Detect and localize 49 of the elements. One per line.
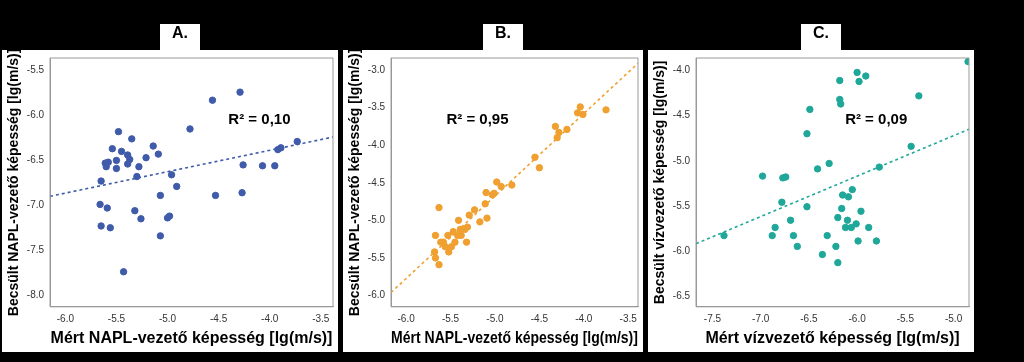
chart-title: B. xyxy=(483,24,523,50)
x-tick-label: -4.0 xyxy=(261,312,279,324)
y-tick-label: -5.5 xyxy=(26,64,45,76)
y-tick-label: -3.5 xyxy=(367,101,386,113)
x-axis-title: Mért NAPL-vezető képesség [lg(m/s)] xyxy=(50,328,333,346)
x-tick-label: -6.5 xyxy=(800,312,818,324)
x-tick-label: -5.5 xyxy=(107,312,126,324)
x-tick-label: -3.5 xyxy=(312,312,330,324)
annotation: R² = 0,10 xyxy=(228,110,291,128)
x-tick-label: -6.0 xyxy=(848,312,867,324)
x-axis-title: Mért NAPL-vezető képesség [lg(m/s)] xyxy=(391,327,638,346)
x-axis-title: Mért vízvezető képesség [lg(m/s)] xyxy=(705,328,960,346)
x-tick-label: -6.0 xyxy=(397,312,416,324)
y-tick-label: -5.0 xyxy=(367,214,386,226)
y-axis-title: Becsült NAPL-vezető képesség [lg(m/s)] xyxy=(346,48,363,317)
x-tick-label: -4.0 xyxy=(575,312,593,324)
x-tick-label: -5.5 xyxy=(896,312,915,324)
y-tick-label: -4.0 xyxy=(367,138,386,150)
x-tick-label: -7.0 xyxy=(752,312,770,324)
x-tick-label: -7.5 xyxy=(703,312,722,324)
x-tick-label: -5.0 xyxy=(158,312,177,324)
y-tick-label: -5.0 xyxy=(672,154,691,166)
y-axis-title: Becsült vízvezető képesség [lg(m/s)] xyxy=(651,60,668,305)
y-tick-label: -4.0 xyxy=(672,64,691,76)
x-tick-label: -4.5 xyxy=(530,312,549,324)
y-tick-label: -5.5 xyxy=(367,251,386,263)
x-tick-label: -5.5 xyxy=(441,312,460,324)
chart-title: C. xyxy=(801,24,841,50)
y-tick-label: -8.0 xyxy=(26,288,45,300)
y-tick-label: -6.0 xyxy=(367,289,386,301)
annotation: R² = 0,95 xyxy=(446,110,509,128)
x-tick-label: -3.5 xyxy=(619,312,638,324)
y-tick-label: -6.0 xyxy=(672,244,691,256)
y-tick-label: -6.5 xyxy=(672,289,691,301)
y-tick-label: -5.5 xyxy=(672,199,691,211)
y-tick-label: -7.0 xyxy=(26,199,45,211)
chart-title: A. xyxy=(160,24,200,50)
y-tick-label: -6.5 xyxy=(26,154,45,166)
x-tick-label: -5.0 xyxy=(944,312,963,324)
x-tick-label: -4.5 xyxy=(209,312,228,324)
y-tick-label: -3.0 xyxy=(367,63,386,75)
y-tick-label: -4.5 xyxy=(672,109,691,121)
annotation: R² = 0,09 xyxy=(845,110,908,128)
x-tick-label: -6.0 xyxy=(56,312,75,324)
y-axis-title: Becsült NAPL-vezető képesség [lg(m/s)] xyxy=(5,48,22,317)
y-tick-label: -4.5 xyxy=(367,176,386,188)
y-tick-label: -7.5 xyxy=(26,243,45,255)
y-tick-label: -6.0 xyxy=(26,109,45,121)
x-tick-label: -5.0 xyxy=(486,312,505,324)
